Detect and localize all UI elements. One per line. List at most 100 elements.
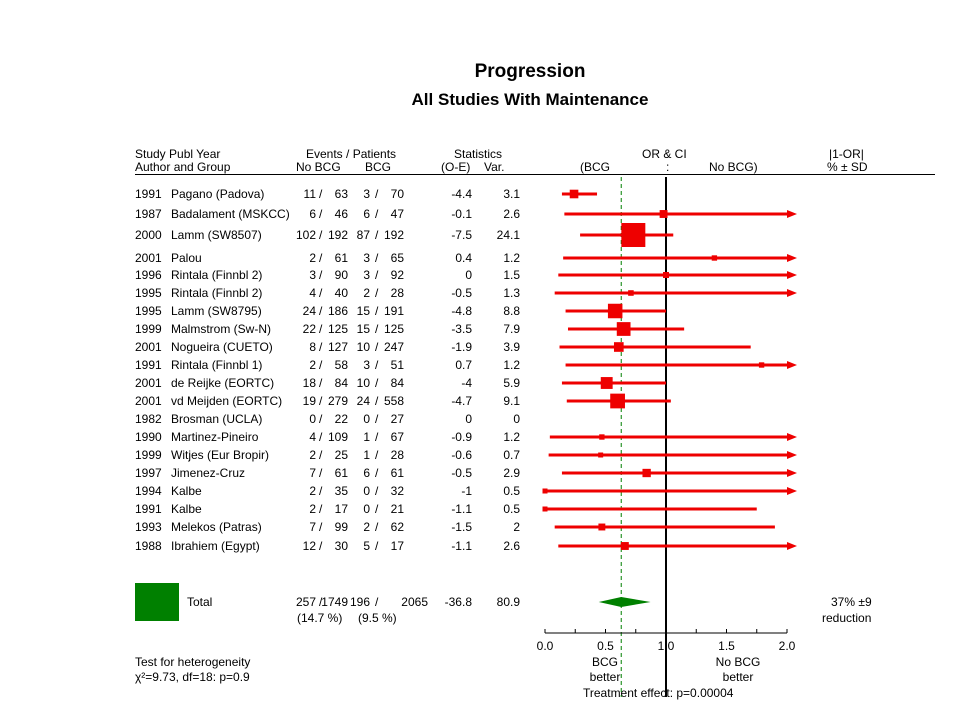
nobcg-patients: 17 — [334, 502, 348, 516]
events-slash: / — [375, 286, 379, 300]
variance-value: 3.1 — [503, 187, 520, 201]
bcg-events: 0 — [363, 484, 370, 498]
ci-arrow — [787, 361, 797, 369]
or-marker — [610, 393, 625, 409]
nobcg-patients: 99 — [334, 520, 348, 534]
ci-arrow — [787, 469, 797, 477]
bcg-events: 1 — [363, 448, 370, 462]
total-marker-box — [135, 583, 179, 621]
o-e-value: -1.9 — [451, 340, 472, 354]
events-slash: / — [375, 228, 379, 242]
bcg-events: 0 — [363, 502, 370, 516]
nobcg-events: 2 — [309, 448, 316, 462]
events-slash: / — [319, 520, 323, 534]
total-slash-1: / — [319, 595, 323, 609]
study-year: 2000 — [135, 228, 162, 242]
nobcg-patients: 58 — [334, 358, 348, 372]
events-slash: / — [375, 207, 379, 221]
study-author: Pagano (Padova) — [171, 187, 265, 201]
nobcg-patients: 61 — [334, 251, 348, 265]
x-tick-label: 0.0 — [537, 639, 554, 653]
nobcg-events: 19 — [302, 394, 316, 408]
o-e-value: -3.5 — [451, 322, 472, 336]
bcg-patients: 28 — [390, 448, 404, 462]
bcg-patients: 28 — [390, 286, 404, 300]
header-or-nobcg: No BCG) — [709, 160, 758, 174]
study-author: de Reijke (EORTC) — [171, 376, 275, 390]
events-slash: / — [319, 207, 323, 221]
bcg-events: 10 — [356, 376, 370, 390]
bcg-patients: 191 — [383, 304, 404, 318]
study-year: 1991 — [135, 502, 162, 516]
header-or-ci: OR & CI — [642, 147, 687, 161]
reduction-label: reduction — [822, 611, 872, 625]
variance-value: 2 — [513, 520, 520, 534]
header-rule — [135, 174, 935, 175]
header-statistics: Statistics — [454, 147, 503, 161]
bcg-events: 3 — [363, 358, 370, 372]
variance-value: 1.2 — [503, 430, 520, 444]
o-e-value: -4 — [461, 376, 472, 390]
nobcg-events: 2 — [309, 358, 316, 372]
variance-value: 2.6 — [503, 539, 520, 553]
bcg-patients: 32 — [390, 484, 404, 498]
events-slash: / — [375, 358, 379, 372]
o-e-value: -7.5 — [451, 228, 472, 242]
o-e-value: -4.8 — [451, 304, 472, 318]
total-bcg-pct: (9.5 %) — [358, 611, 397, 625]
events-slash: / — [375, 539, 379, 553]
nobcg-events: 7 — [309, 466, 316, 480]
events-slash: / — [319, 394, 323, 408]
events-slash: / — [375, 394, 379, 408]
nobcg-events: 2 — [309, 502, 316, 516]
nobcg-events: 7 — [309, 520, 316, 534]
events-slash: / — [319, 539, 323, 553]
ci-arrow — [787, 254, 797, 262]
nobcg-events: 24 — [302, 304, 316, 318]
ci-arrow — [787, 451, 797, 459]
ci-arrow — [787, 542, 797, 550]
study-author: Brosman (UCLA) — [171, 412, 263, 426]
variance-value: 0.7 — [503, 448, 520, 462]
ci-arrow — [787, 210, 797, 218]
nobcg-events: 12 — [302, 539, 316, 553]
bcg-patients: 47 — [390, 207, 404, 221]
bcg-events: 3 — [363, 251, 370, 265]
study-author: Ibrahiem (Egypt) — [171, 539, 260, 553]
events-slash: / — [375, 187, 379, 201]
nobcg-events: 0 — [309, 412, 316, 426]
events-slash: / — [375, 430, 379, 444]
events-slash: / — [375, 251, 379, 265]
study-author: Jimenez-Cruz — [171, 466, 246, 480]
nobcg-patients: 90 — [334, 268, 348, 282]
events-slash: / — [375, 340, 379, 354]
study-author: Badalament (MSKCC) — [171, 207, 290, 221]
header-1-or: |1-OR| — [829, 147, 864, 161]
variance-value: 2.6 — [503, 207, 520, 221]
events-slash: / — [319, 430, 323, 444]
or-marker — [613, 342, 624, 352]
ci-arrow — [787, 289, 797, 297]
bcg-patients: 247 — [383, 340, 404, 354]
variance-value: 5.9 — [503, 376, 520, 390]
nobcg-patients: 22 — [334, 412, 348, 426]
bcg-events: 24 — [356, 394, 370, 408]
variance-value: 1.2 — [503, 358, 520, 372]
study-year: 1996 — [135, 268, 162, 282]
header-no-bcg: No BCG — [296, 160, 341, 174]
events-slash: / — [375, 448, 379, 462]
nobcg-events: 102 — [295, 228, 316, 242]
or-marker — [663, 272, 669, 278]
events-slash: / — [375, 466, 379, 480]
bcg-events: 2 — [363, 286, 370, 300]
bcg-events: 5 — [363, 539, 370, 553]
variance-value: 7.9 — [503, 322, 520, 336]
total-nobcg-patients: 1749 — [321, 595, 348, 609]
bcg-patients: 61 — [390, 466, 404, 480]
bcg-patients: 65 — [390, 251, 404, 265]
events-slash: / — [319, 412, 323, 426]
study-year: 1988 — [135, 539, 162, 553]
study-year: 1987 — [135, 207, 162, 221]
bcg-events: 87 — [356, 228, 370, 242]
